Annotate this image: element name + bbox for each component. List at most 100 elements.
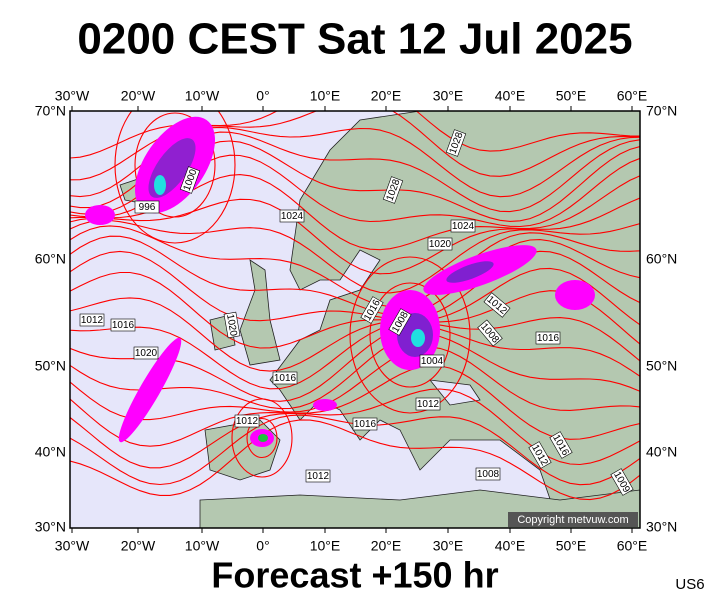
lon-label: 40°E xyxy=(495,88,526,104)
lon-label: 30°W xyxy=(55,538,90,554)
lon-label: 20°E xyxy=(371,88,402,104)
isobar-label: 996 xyxy=(134,200,160,214)
isobar-label-box xyxy=(445,129,467,157)
isobar-label-text: 1020 xyxy=(224,313,239,337)
isobar-label-text: 1024 xyxy=(452,221,475,232)
lon-label: 30°E xyxy=(433,88,464,104)
lat-label: 40°N xyxy=(35,444,66,460)
lat-label: 30°N xyxy=(646,519,677,535)
isobar-label: 1016 xyxy=(110,318,136,332)
lat-label: 50°N xyxy=(646,358,677,374)
isobar xyxy=(70,317,640,390)
isobar-label: 1024 xyxy=(279,209,305,223)
isobar xyxy=(231,398,293,478)
isobar-label: 1020 xyxy=(427,237,453,251)
isobar-label-text: 1012 xyxy=(236,416,259,427)
isobar-label-box xyxy=(415,397,441,411)
isobar-label-text: 1020 xyxy=(429,239,452,250)
isobar xyxy=(70,346,640,421)
isobar-label-box xyxy=(279,209,305,223)
isobar-label-box xyxy=(419,354,445,368)
isobar-label-text: 1008 xyxy=(477,469,500,480)
lon-label: 0° xyxy=(256,538,269,554)
isobar-label-box xyxy=(272,371,298,385)
lon-label: 20°E xyxy=(371,538,402,554)
isobar xyxy=(70,290,640,372)
isobar xyxy=(70,219,640,294)
isobar xyxy=(114,111,236,244)
isobar xyxy=(70,111,640,159)
isobar-label: 1020 xyxy=(133,346,159,360)
product-code: US6 xyxy=(675,576,704,593)
lon-label: 20°W xyxy=(121,538,156,554)
isobar xyxy=(70,364,640,447)
lon-label: 40°E xyxy=(495,538,526,554)
isobar xyxy=(369,282,451,388)
isobar-label-text: 1016 xyxy=(274,373,297,384)
isobar-label-box xyxy=(528,441,552,469)
isobar-label: 1016 xyxy=(535,331,561,345)
isobar-label-box xyxy=(305,469,331,483)
lat-label: 70°N xyxy=(35,103,66,119)
isobar-label: 1012 xyxy=(79,313,105,327)
isobar-label-text: 1012 xyxy=(307,471,330,482)
forecast-label: Forecast +150 hr xyxy=(211,555,498,596)
isobar-label-box xyxy=(388,308,412,336)
isobar-label-box xyxy=(382,176,404,204)
isobar-label-text: 1012 xyxy=(81,315,104,326)
isobar-label: 1008 xyxy=(475,467,501,481)
isobar-label: 1016 xyxy=(352,417,378,431)
title: 0200 CEST Sat 12 Jul 2025 xyxy=(77,15,632,64)
lon-label: 10°E xyxy=(310,538,341,554)
isobar-label: 1020 xyxy=(223,311,241,339)
isobar-label-box xyxy=(535,331,561,345)
lat-label: 40°N xyxy=(646,444,677,460)
lon-label: 50°E xyxy=(556,538,587,554)
isobar-label-text: 1016 xyxy=(354,419,377,430)
isobar xyxy=(70,419,640,501)
isobar-label-text: 1004 xyxy=(421,356,444,367)
isobar-label-box xyxy=(549,431,573,459)
lat-label: 70°N xyxy=(646,103,677,119)
isobar xyxy=(70,250,640,322)
isobar-label-text: 996 xyxy=(139,202,156,213)
isobar xyxy=(349,256,471,414)
isobar-label-box xyxy=(427,237,453,251)
lon-label: 10°W xyxy=(185,538,220,554)
lon-label: 10°W xyxy=(185,88,220,104)
copyright: Copyright metvuw.com xyxy=(517,514,628,526)
isobar-label-box xyxy=(133,346,159,360)
lon-label: 30°E xyxy=(433,538,464,554)
lon-label: 20°W xyxy=(121,88,156,104)
isobar-label-box xyxy=(360,296,384,324)
isobar-label-box xyxy=(352,417,378,431)
isobar-label-box xyxy=(110,318,136,332)
lon-label: 10°E xyxy=(310,88,341,104)
isobar-label-box xyxy=(79,313,105,327)
isobar-label-box xyxy=(179,166,201,194)
isobar-label-text: 1020 xyxy=(135,348,158,359)
isobar xyxy=(134,112,216,218)
isobar xyxy=(70,267,640,349)
isobar-label: 1016 xyxy=(272,371,298,385)
isobar-label-box xyxy=(610,468,634,496)
isobar-label: 1012 xyxy=(415,397,441,411)
isobar-label: 1012 xyxy=(234,414,260,428)
isobar-label-box xyxy=(223,311,241,339)
graticule-labels: 30°W 30°W 20°W 20°W 10°W 10°W 0° 0° 10°E 10°E 20°E… xyxy=(35,88,678,554)
lat-label: 30°N xyxy=(35,519,66,535)
copyright-box xyxy=(508,512,638,527)
isobar-label-box xyxy=(450,219,476,233)
lon-label: 50°E xyxy=(556,88,587,104)
isobar-label-text: 1012 xyxy=(417,399,440,410)
isobar-label-box xyxy=(475,467,501,481)
isobar-label-text: 1016 xyxy=(537,333,560,344)
isobar-label-box xyxy=(477,319,503,347)
precipitation xyxy=(85,116,595,447)
isobar xyxy=(70,197,640,275)
isobar-label: 1004 xyxy=(419,354,445,368)
isobar-label-text: 1016 xyxy=(112,320,135,331)
isobar xyxy=(246,417,278,459)
